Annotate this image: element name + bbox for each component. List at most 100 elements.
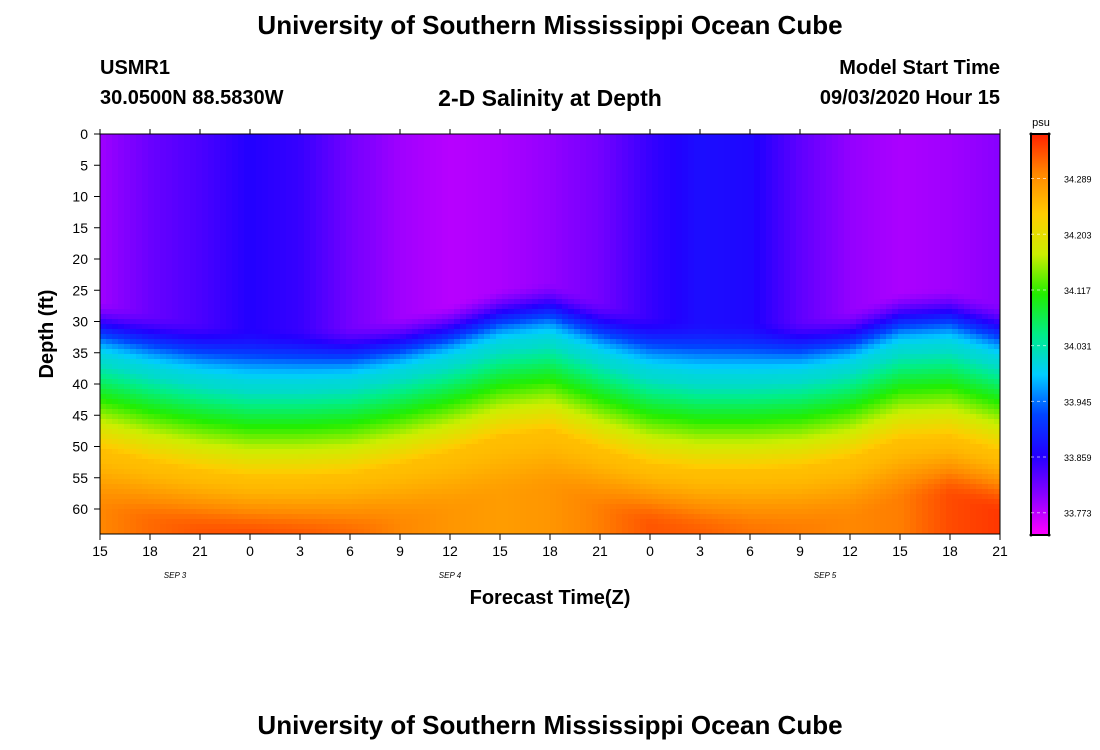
heatmap-cell (400, 209, 407, 215)
heatmap-cell (298, 464, 305, 470)
heatmap-cell (424, 259, 431, 265)
heatmap-cell (328, 269, 335, 275)
heatmap-cell (394, 514, 401, 520)
heatmap-cell (418, 309, 425, 315)
heatmap-cell (226, 409, 233, 415)
heatmap-cell (346, 269, 353, 275)
heatmap-cell (304, 404, 311, 410)
heatmap-cell (328, 509, 335, 515)
heatmap-cell (166, 519, 173, 525)
heatmap-cell (292, 184, 299, 190)
heatmap-cell (382, 194, 389, 200)
heatmap-cell (460, 354, 467, 360)
heatmap-cell (100, 389, 107, 395)
heatmap-cell (256, 254, 263, 260)
heatmap-cell (328, 389, 335, 395)
heatmap-cell (424, 429, 431, 435)
heatmap-cell (190, 319, 197, 325)
heatmap-cell (376, 454, 383, 460)
heatmap-cell (112, 509, 119, 515)
heatmap-cell (436, 369, 443, 375)
heatmap-cell (448, 459, 455, 465)
heatmap-cell (400, 234, 407, 240)
heatmap-cell (274, 464, 281, 470)
heatmap-cell (124, 454, 131, 460)
heatmap-cell (340, 509, 347, 515)
heatmap-cell (316, 384, 323, 390)
heatmap-cell (310, 179, 317, 185)
heatmap-cell (466, 219, 473, 225)
heatmap-cell (418, 454, 425, 460)
heatmap-cell (166, 259, 173, 265)
heatmap-cell (154, 394, 161, 400)
heatmap-cell (328, 369, 335, 375)
heatmap-cell (412, 354, 419, 360)
heatmap-cell (388, 489, 395, 495)
heatmap-cell (178, 269, 185, 275)
heatmap-cell (406, 369, 413, 375)
heatmap-cell (250, 489, 257, 495)
heatmap-cell (472, 264, 479, 270)
heatmap-cell (196, 414, 203, 420)
heatmap-cell (442, 309, 449, 315)
heatmap-cell (166, 224, 173, 230)
heatmap-cell (448, 439, 455, 445)
heatmap-cell (430, 419, 437, 425)
heatmap-cell (214, 519, 221, 525)
heatmap-cell (328, 384, 335, 390)
heatmap-cell (142, 484, 149, 490)
heatmap-cell (298, 174, 305, 180)
heatmap-cell (316, 299, 323, 305)
heatmap-cell (100, 414, 107, 420)
heatmap-cell (322, 334, 329, 340)
heatmap-cell (142, 184, 149, 190)
heatmap-cell (436, 204, 443, 210)
heatmap-cell (190, 254, 197, 260)
heatmap-cell (262, 509, 269, 515)
heatmap-cell (406, 139, 413, 145)
heatmap-cell (190, 229, 197, 235)
heatmap-cell (280, 369, 287, 375)
heatmap-cell (460, 274, 467, 280)
heatmap-cell (304, 234, 311, 240)
heatmap-cell (436, 469, 443, 475)
heatmap-cell (172, 474, 179, 480)
heatmap-cell (340, 409, 347, 415)
heatmap-cell (292, 309, 299, 315)
heatmap-cell (202, 519, 209, 525)
heatmap-cell (184, 514, 191, 520)
heatmap-cell (196, 254, 203, 260)
heatmap-cell (100, 494, 107, 500)
heatmap-cell (166, 464, 173, 470)
heatmap-cell (178, 254, 185, 260)
heatmap-cell (130, 434, 137, 440)
heatmap-cell (460, 449, 467, 455)
heatmap-cell (232, 234, 239, 240)
heatmap-cell (424, 459, 431, 465)
heatmap-cell (346, 489, 353, 495)
heatmap-cell (166, 399, 173, 405)
heatmap-cell (268, 459, 275, 465)
heatmap-cell (304, 134, 311, 140)
heatmap-cell (442, 134, 449, 140)
heatmap-cell (208, 224, 215, 230)
heatmap-cell (214, 419, 221, 425)
heatmap-cell (340, 454, 347, 460)
heatmap-cell (256, 394, 263, 400)
heatmap-cell (424, 144, 431, 150)
heatmap-cell (412, 154, 419, 160)
heatmap-cell (448, 469, 455, 475)
heatmap-cell (100, 309, 107, 315)
heatmap-cell (100, 209, 107, 215)
heatmap-cell (436, 314, 443, 320)
heatmap-cell (298, 374, 305, 380)
heatmap-cell (250, 289, 257, 295)
heatmap-cell (430, 134, 437, 140)
heatmap-cell (190, 199, 197, 205)
heatmap-cell (364, 234, 371, 240)
heatmap-cell (202, 249, 209, 255)
heatmap-cell (190, 244, 197, 250)
heatmap-cell (166, 249, 173, 255)
heatmap-cell (358, 324, 365, 330)
heatmap-cell (334, 209, 341, 215)
